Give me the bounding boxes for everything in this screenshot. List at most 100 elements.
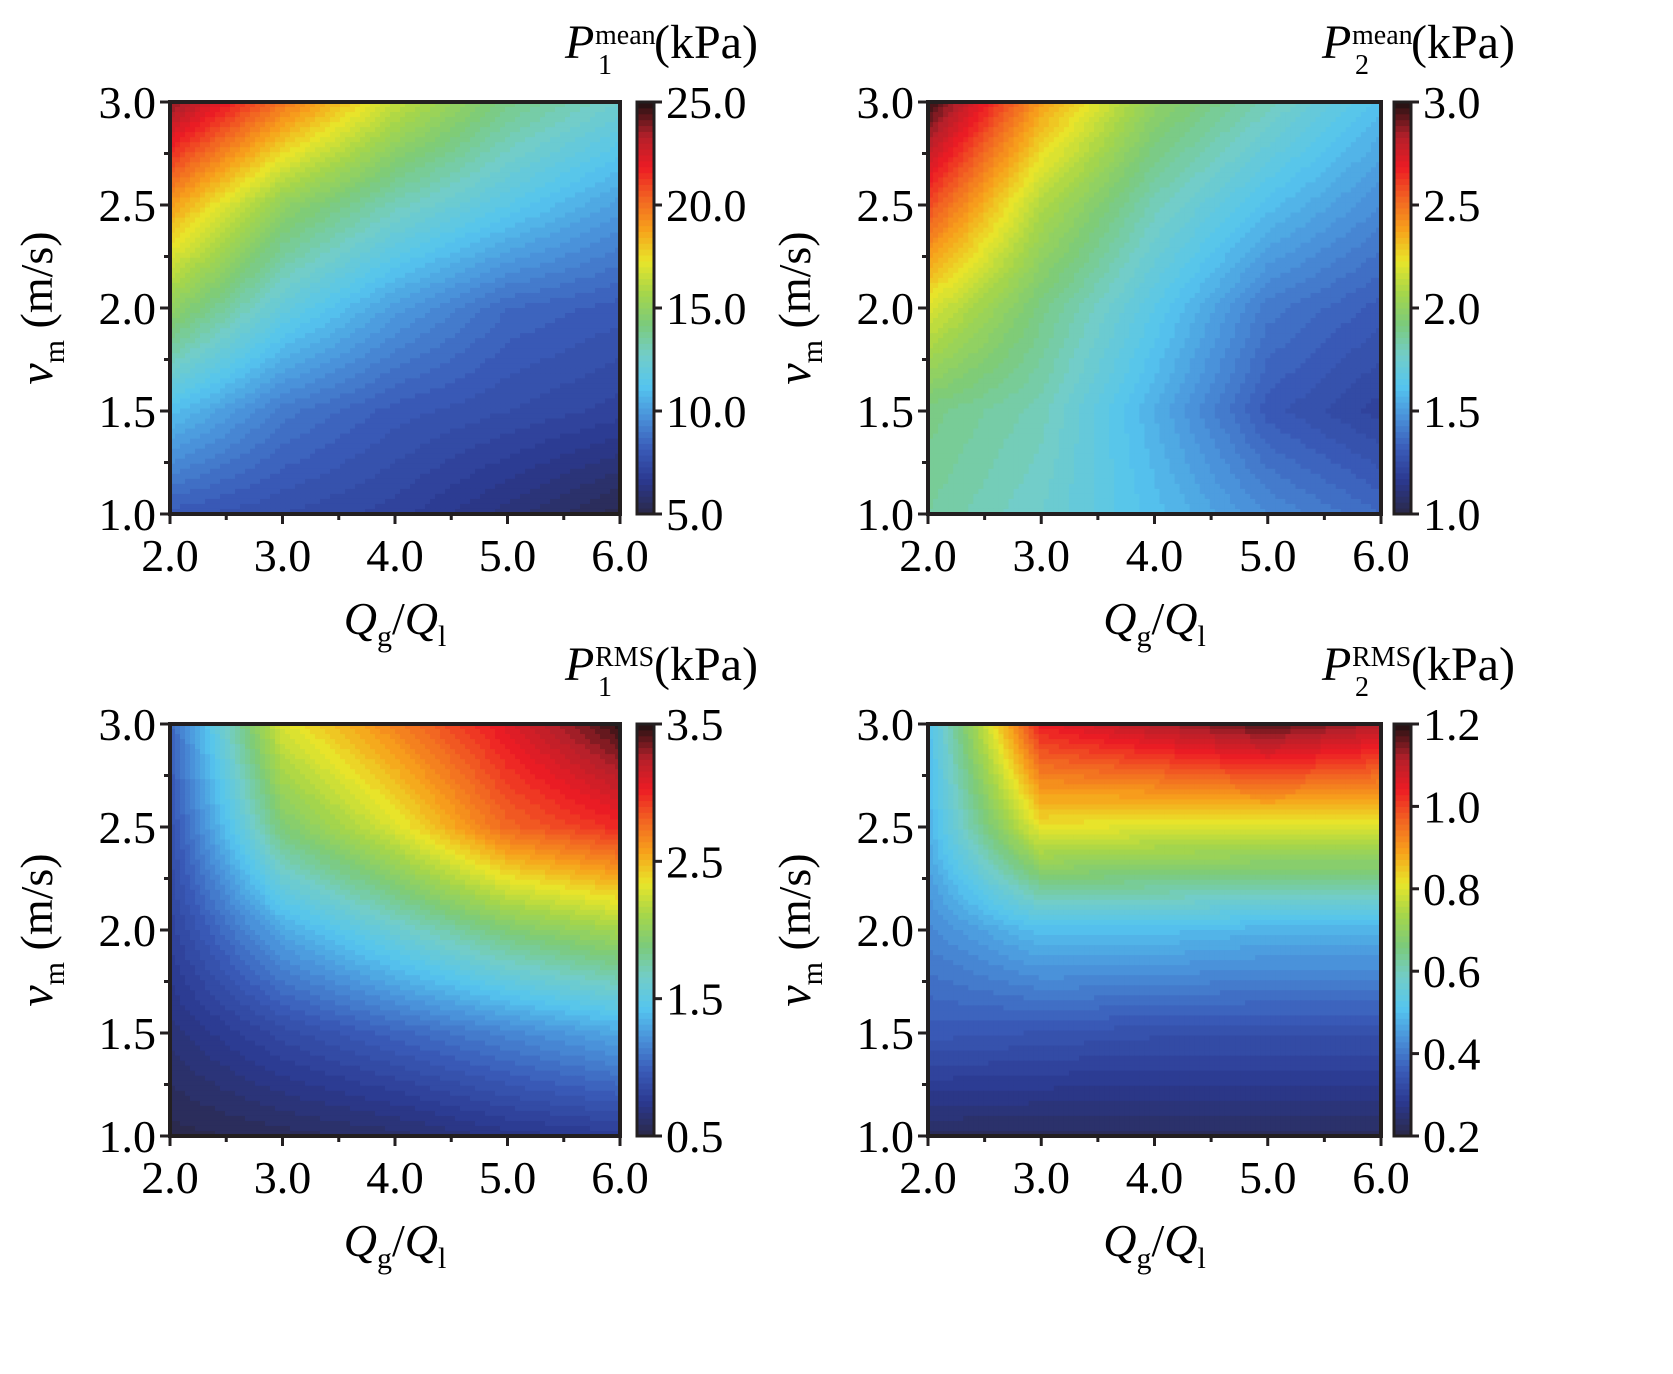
contour-cell — [530, 152, 536, 158]
contour-cell — [395, 222, 401, 229]
contour-cell — [495, 132, 501, 138]
contour-cell — [435, 252, 441, 259]
contour-cell — [560, 182, 566, 189]
contour-cell — [275, 202, 281, 209]
contour-cell — [340, 272, 346, 279]
contour-cell — [345, 247, 351, 254]
contour-cell — [360, 137, 366, 143]
contour-cell — [195, 277, 201, 284]
contour-cell — [315, 207, 321, 214]
contour-cell — [430, 237, 436, 244]
contour-cell — [375, 282, 381, 289]
contour-cell — [410, 348, 416, 354]
contour-cell — [265, 267, 271, 274]
contour-cell — [405, 197, 411, 204]
contour-cell — [380, 177, 386, 183]
contour-cell — [570, 192, 576, 199]
contour-cell — [275, 177, 281, 183]
contour-cell — [465, 333, 471, 339]
contour-cell — [220, 132, 226, 138]
contour-cell — [580, 137, 586, 143]
contour-cell — [565, 227, 571, 234]
contour-cell — [355, 348, 361, 354]
contour-cell — [570, 308, 576, 314]
contour-cell — [545, 343, 551, 349]
contour-cell — [250, 338, 256, 344]
contour-cell — [510, 313, 516, 319]
contour-cell — [590, 177, 596, 183]
contour-cell — [470, 323, 476, 329]
contour-cell — [255, 378, 261, 384]
contour-cell — [210, 202, 216, 209]
contour-cell — [245, 262, 251, 269]
contour-cell — [420, 217, 426, 224]
contour-cell — [555, 262, 561, 269]
contour-cell — [450, 207, 456, 214]
contour-cell — [495, 222, 501, 229]
contour-cell — [525, 172, 531, 178]
contour-cell — [455, 227, 461, 234]
contour-cell — [565, 292, 571, 299]
contour-cell — [535, 237, 541, 244]
contour-cell — [220, 212, 226, 219]
contour-cell — [185, 363, 191, 369]
contour-cell — [610, 172, 616, 178]
contour-cell — [590, 368, 596, 374]
contour-cell — [615, 292, 621, 299]
contour-cell — [255, 232, 261, 239]
contour-cell — [250, 292, 256, 299]
contour-cell — [275, 262, 281, 269]
contour-cell — [560, 353, 566, 359]
contour-cell — [590, 308, 596, 314]
contour-cell — [610, 358, 616, 364]
contour-cell — [250, 147, 256, 153]
contour-cell — [425, 142, 431, 148]
contour-cell — [495, 338, 501, 344]
contour-cell — [595, 107, 601, 113]
contour-cell — [610, 177, 616, 183]
contour-cell — [540, 147, 546, 153]
contour-cell — [270, 378, 276, 384]
contour-cell — [615, 112, 621, 118]
contour-cell — [480, 237, 486, 244]
contour-cell — [470, 333, 476, 339]
contour-cell — [270, 358, 276, 364]
contour-cell — [180, 323, 186, 329]
contour-cell — [520, 147, 526, 153]
contour-cell — [535, 348, 541, 354]
contour-cell — [555, 348, 561, 354]
contour-cell — [295, 353, 301, 359]
contour-cell — [480, 157, 486, 163]
contour-cell — [615, 182, 621, 189]
contour-cell — [435, 242, 441, 249]
contour-cell — [240, 358, 246, 364]
contour-cell — [370, 167, 376, 173]
contour-cell — [545, 297, 551, 304]
contour-cell — [540, 242, 546, 249]
contour-cell — [305, 192, 311, 199]
contour-cell — [250, 217, 256, 224]
contour-cell — [305, 323, 311, 329]
contour-cell — [550, 257, 556, 264]
contour-cell — [380, 157, 386, 163]
contour-cell — [605, 217, 611, 224]
contour-cell — [545, 282, 551, 289]
contour-cell — [515, 323, 521, 329]
contour-cell — [280, 313, 286, 319]
contour-cell — [615, 232, 621, 239]
contour-cell — [455, 237, 461, 244]
contour-cell — [615, 102, 621, 108]
contour-cell — [485, 132, 491, 138]
contour-cell — [590, 122, 596, 128]
contour-cell — [585, 272, 591, 279]
contour-cell — [170, 172, 176, 178]
contour-cell — [310, 197, 316, 204]
contour-cell — [240, 262, 246, 269]
contour-cell — [365, 348, 371, 354]
contour-cell — [475, 137, 481, 143]
contour-cell — [245, 373, 251, 379]
contour-cell — [615, 152, 621, 158]
contour-cell — [240, 217, 246, 224]
contour-cell — [285, 313, 291, 319]
contour-cell — [445, 267, 451, 274]
